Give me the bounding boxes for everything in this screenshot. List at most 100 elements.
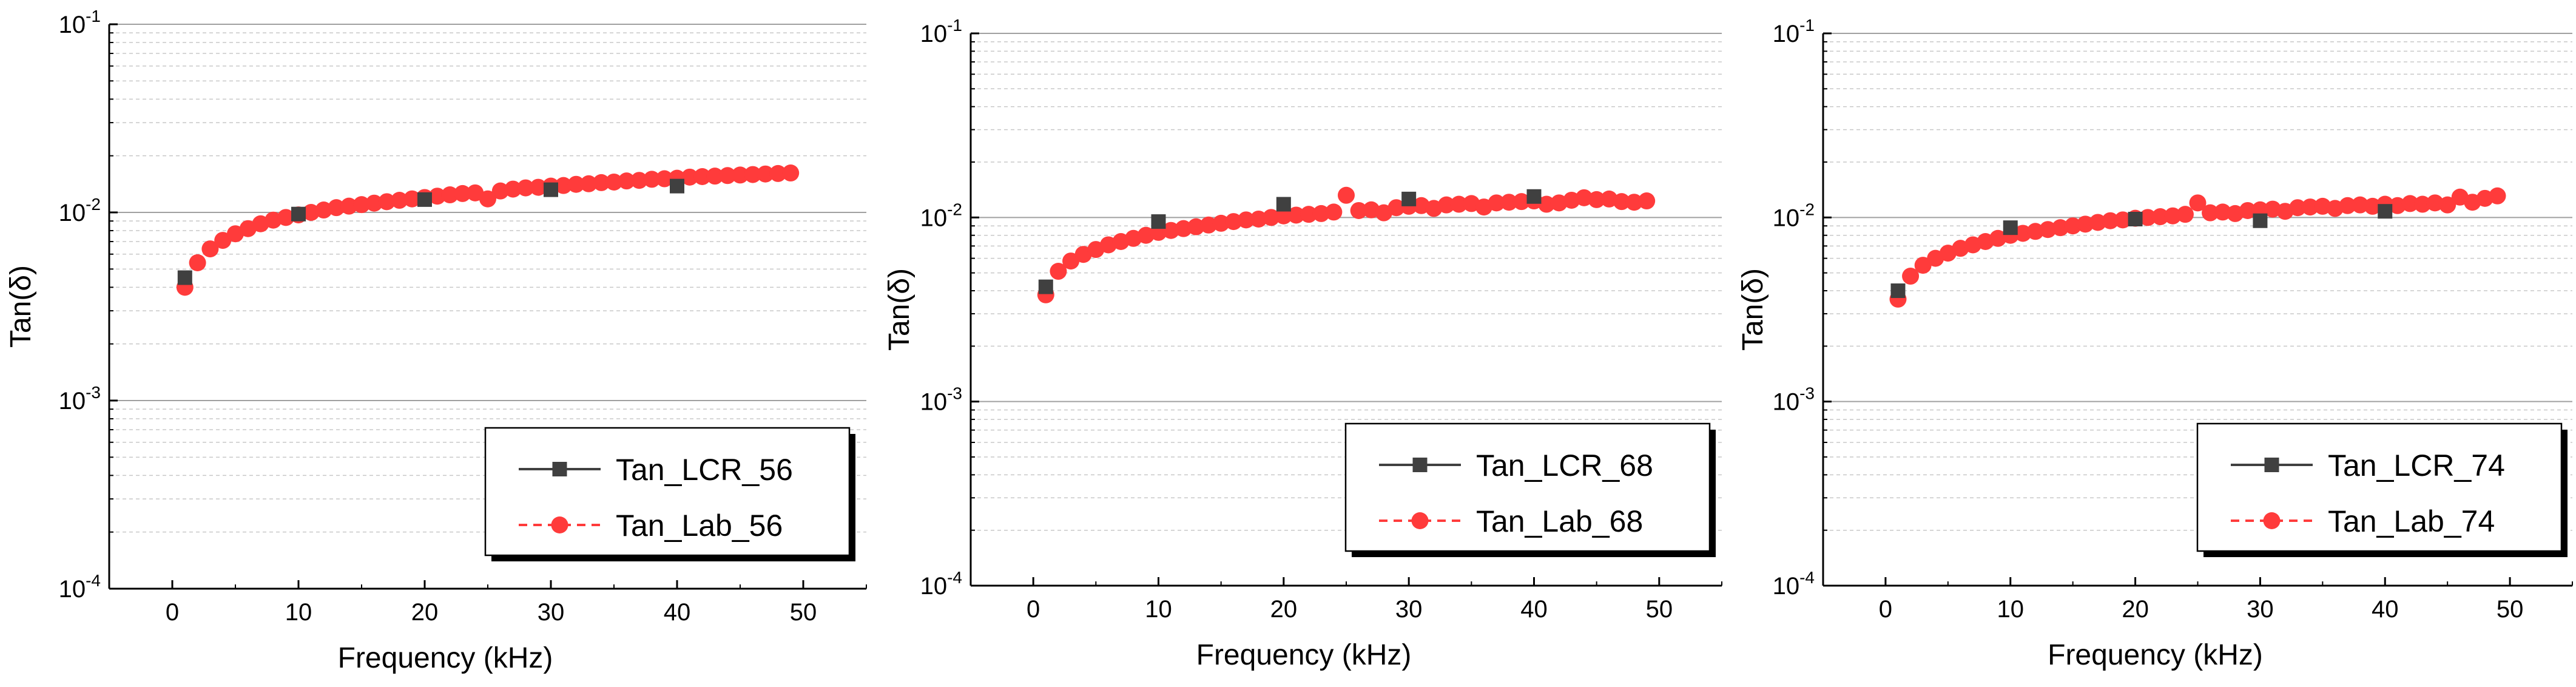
y-tick-label: 10-1 — [1773, 16, 1815, 47]
data-point-lcr — [1401, 191, 1417, 206]
y-tick-exponent: -4 — [1799, 568, 1815, 587]
legend-marker-lcr — [552, 462, 567, 476]
data-point-lab — [1638, 192, 1656, 210]
y-tick-exponent: -2 — [947, 200, 962, 218]
y-tick-label: 10-4 — [59, 571, 101, 603]
x-tick-label: 30 — [538, 599, 565, 626]
x-tick-label: 0 — [166, 599, 179, 626]
data-point-lab — [1312, 205, 1330, 222]
data-point-lab — [1450, 195, 1468, 213]
data-point-lab — [757, 165, 774, 183]
y-tick-exponent: -1 — [947, 16, 962, 35]
data-point-lab — [479, 190, 496, 208]
data-point-lab — [1200, 216, 1218, 234]
data-point-lab — [567, 175, 585, 193]
data-point-lab — [365, 194, 383, 212]
y-tick-label: 10-4 — [920, 568, 962, 600]
data-point-lab — [1338, 186, 1355, 204]
y-tick-label: 10-3 — [920, 384, 962, 416]
x-tick-label: 20 — [411, 599, 439, 626]
legend-marker-lcr — [2264, 458, 2279, 472]
data-point-lab — [2389, 197, 2406, 214]
data-point-lab — [656, 170, 673, 188]
legend-label-lab: Tan_Lab_56 — [616, 509, 783, 543]
data-point-lab — [2352, 196, 2369, 214]
data-point-lab — [265, 211, 282, 229]
data-point-lab — [1250, 210, 1267, 228]
y-tick-base: 10 — [1773, 21, 1800, 47]
data-point-lab — [2414, 195, 2431, 213]
data-point-lcr — [670, 178, 684, 194]
legend-label-lcr: Tan_LCR_68 — [1476, 448, 1653, 482]
x-tick-label: 10 — [1145, 596, 1172, 623]
data-point-lab — [2077, 215, 2094, 233]
data-point-lab — [1325, 203, 1343, 221]
y-tick-base: 10 — [1773, 573, 1800, 600]
data-point-lab — [1212, 214, 1230, 232]
data-point-lcr — [2003, 220, 2018, 235]
legend-marker-lab — [551, 516, 568, 533]
y-tick-exponent: -3 — [86, 383, 101, 402]
data-point-lcr — [1526, 189, 1542, 204]
y-tick-base: 10 — [920, 21, 948, 47]
data-point-lab — [2289, 199, 2307, 217]
x-tick-label: 50 — [790, 599, 817, 626]
y-tick-base: 10 — [920, 205, 948, 231]
legend-marker-lab — [2263, 512, 2281, 529]
data-point-lab — [555, 177, 572, 194]
data-point-lab — [2264, 200, 2281, 218]
legend-label-lab: Tan_Lab_74 — [2328, 504, 2495, 538]
y-tick-base: 10 — [920, 573, 948, 600]
data-point-lab — [2114, 211, 2131, 229]
data-point-lab — [1588, 191, 1605, 208]
data-point-lab — [782, 164, 800, 182]
data-point-lab — [1062, 252, 1080, 270]
data-point-lab — [302, 204, 320, 221]
data-point-lab — [605, 173, 622, 191]
data-point-lab — [643, 171, 661, 188]
data-point-lab — [454, 184, 471, 202]
x-axis-title: Frequency (kHz) — [338, 642, 553, 674]
y-tick-label: 10-2 — [920, 200, 962, 231]
y-tick-base: 10 — [59, 576, 86, 603]
legend-label-lcr: Tan_LCR_56 — [616, 453, 793, 487]
data-point-lcr — [417, 192, 432, 207]
y-tick-label: 10-2 — [59, 195, 101, 226]
data-point-lcr — [1276, 197, 1291, 212]
data-point-lab — [2314, 197, 2332, 215]
data-point-lab — [1512, 193, 1530, 211]
data-point-lab — [189, 254, 206, 271]
data-point-lab — [2426, 194, 2444, 212]
data-point-lab — [378, 193, 396, 211]
data-point-lab — [328, 199, 345, 217]
legend-marker-lab — [1411, 512, 1429, 529]
data-point-lab — [1538, 195, 1556, 213]
x-axis-title: Frequency (kHz) — [2048, 639, 2263, 671]
data-point-lab — [719, 167, 737, 184]
data-point-lab — [744, 166, 761, 183]
data-point-lab — [1225, 213, 1242, 231]
data-point-lab — [1187, 218, 1205, 235]
data-point-lab — [1263, 209, 1280, 226]
data-point-lab — [1902, 268, 1920, 285]
data-point-lab — [1613, 193, 1630, 211]
y-tick-base: 10 — [1773, 205, 1800, 231]
x-axis-title: Frequency (kHz) — [1196, 639, 1412, 671]
data-point-lab — [2176, 206, 2194, 223]
x-tick-label: 0 — [1027, 596, 1040, 623]
y-tick-exponent: -4 — [947, 568, 962, 587]
data-point-lab — [2064, 217, 2082, 235]
data-point-lab — [2089, 214, 2106, 231]
data-point-lab — [391, 192, 408, 209]
data-point-lab — [1500, 194, 1518, 211]
y-tick-label: 10-1 — [920, 16, 962, 47]
data-point-lab — [1438, 196, 1455, 214]
data-point-lab — [491, 182, 509, 200]
data-point-lab — [2014, 225, 2032, 242]
x-tick-label: 40 — [1520, 596, 1548, 623]
data-point-lab — [1287, 206, 1305, 224]
y-axis-title: Tan(δ) — [883, 268, 915, 351]
legend-label-lab: Tan_Lab_68 — [1476, 504, 1643, 538]
